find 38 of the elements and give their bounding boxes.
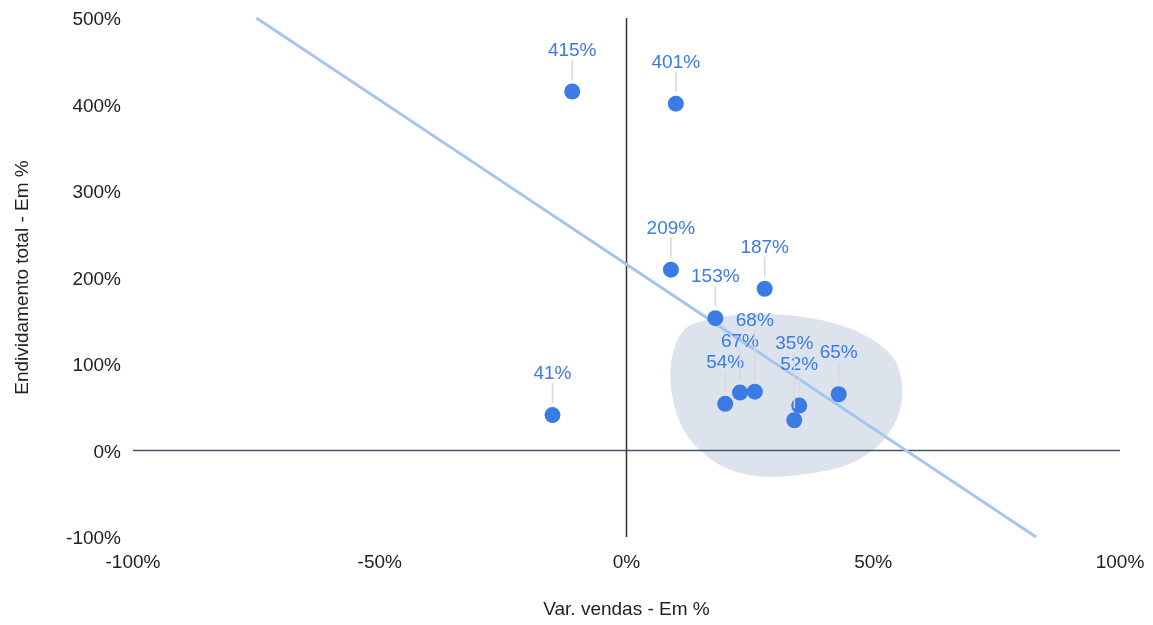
data-label: 54%	[706, 350, 745, 372]
x-tick-label: 50%	[854, 551, 893, 572]
point	[662, 261, 679, 278]
x-tick-label: -50%	[357, 551, 403, 572]
x-axis-title: Var. vendas - Em %	[543, 598, 710, 619]
data-label: 41%	[533, 362, 572, 384]
data-label: 209%	[646, 216, 696, 238]
y-tick-label: 400%	[72, 94, 122, 116]
point	[717, 395, 734, 412]
point	[791, 397, 808, 414]
x-tick-label: 0%	[612, 551, 641, 572]
point	[564, 83, 581, 100]
point	[544, 407, 561, 424]
x-tick-label: -100%	[105, 551, 161, 572]
x-tick-label: 100%	[1095, 551, 1145, 572]
data-label: 65%	[819, 341, 858, 363]
point	[707, 310, 724, 327]
y-tick-label: 200%	[72, 267, 122, 289]
point	[667, 95, 684, 112]
y-axis-title: Endividamento total - Em %	[11, 160, 32, 395]
y-tick-label: 0%	[93, 440, 122, 462]
point	[786, 412, 803, 429]
point	[756, 280, 773, 297]
y-tick-label: 500%	[72, 8, 122, 29]
data-label: 401%	[651, 50, 701, 72]
point	[830, 386, 847, 403]
point	[732, 384, 749, 401]
y-tick-label: -100%	[66, 527, 122, 548]
data-label: 35%	[775, 331, 814, 353]
data-label: 415%	[547, 38, 597, 60]
data-label: 67%	[720, 329, 760, 351]
y-tick-label: 300%	[72, 181, 122, 202]
data-label: 68%	[735, 308, 774, 330]
data-label: 153%	[691, 265, 740, 287]
point	[746, 383, 763, 400]
data-label: 187%	[740, 235, 790, 257]
data-label: 52%	[780, 352, 819, 374]
y-tick-label: 100%	[72, 354, 122, 375]
